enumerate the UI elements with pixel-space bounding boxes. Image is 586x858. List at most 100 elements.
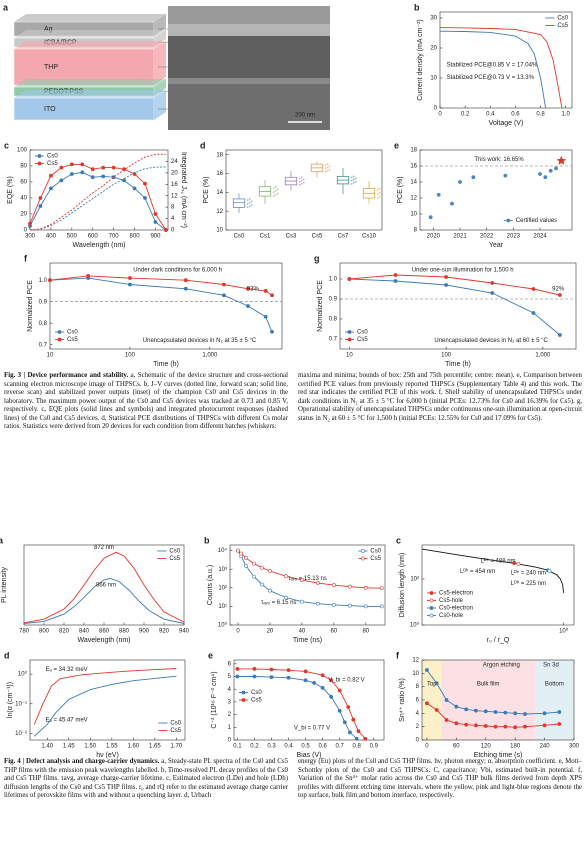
marker: [69, 162, 74, 167]
box-dot: [298, 183, 301, 186]
marker: [471, 175, 476, 180]
y-axis-label: PCE (%): [203, 176, 210, 203]
x-tick-label: 0.8: [353, 744, 362, 750]
series-line: [421, 548, 564, 593]
y-tick-label: 0: [416, 738, 420, 744]
annotation: 866 nm: [96, 583, 116, 589]
box-dot: [324, 164, 327, 167]
marker: [531, 287, 536, 291]
marker: [329, 678, 334, 683]
marker: [342, 720, 347, 725]
marker: [542, 711, 547, 716]
caption-left: Fig. 4 | Defect analysis and charge-carr…: [4, 758, 288, 801]
marker: [69, 172, 74, 176]
x-tick-label: 80: [362, 629, 369, 635]
marker: [450, 201, 454, 206]
marker: [464, 707, 469, 712]
y-tick-label: 10⁰: [218, 622, 228, 629]
panel-letter: e: [394, 140, 399, 150]
x-tick-label: 0.4: [284, 744, 293, 750]
x-tick-label: 300: [569, 744, 580, 750]
x-axis-label: hν (eV): [96, 752, 119, 759]
marker: [346, 705, 351, 709]
y-tick-label: 2: [416, 724, 420, 730]
y-tick-label: 10²: [410, 577, 419, 583]
marker: [320, 673, 325, 678]
marker: [454, 704, 459, 709]
x-tick-label: 0.6: [318, 744, 327, 750]
legend-marker: [37, 154, 42, 158]
y-tick-label: 10⁴: [218, 547, 228, 554]
x-tick-label: 0: [236, 629, 240, 635]
region-label: Top: [427, 682, 437, 688]
panel-letter: b: [414, 2, 420, 12]
sem-band: [168, 84, 330, 130]
marker: [493, 710, 498, 714]
marker: [554, 166, 558, 171]
box-dot: [326, 166, 329, 169]
box-dot: [376, 189, 379, 191]
marker: [337, 688, 342, 693]
y-tick-label: 0.8: [329, 317, 338, 323]
x-tick-label: 2023: [507, 234, 521, 240]
series-line: [349, 274, 560, 296]
y-tick-label: 3: [228, 699, 232, 705]
marker: [379, 604, 384, 609]
marker: [393, 279, 398, 283]
legend-label: Cs5: [47, 161, 58, 167]
marker: [48, 278, 52, 283]
marker: [153, 212, 158, 216]
panel-letter: d: [200, 140, 206, 150]
box-dot: [272, 187, 275, 189]
box-dot: [276, 192, 279, 195]
box-dot: [248, 198, 251, 200]
y-tick-label: 1: [228, 725, 232, 731]
y-tick-label: 12: [410, 196, 417, 202]
plot-frame: [439, 11, 573, 109]
legend-marker: [429, 598, 434, 603]
box-dot: [378, 195, 381, 198]
y2-tick-label: 8: [171, 205, 175, 211]
legend-marker: [37, 161, 42, 166]
annotation: Argon etching: [483, 662, 520, 668]
marker: [132, 186, 137, 191]
marker: [38, 204, 43, 208]
y-tick-label: 40: [20, 196, 27, 202]
x-tick-label: 880: [119, 629, 130, 635]
annotation: Sn 3d: [543, 662, 559, 668]
marker: [235, 666, 240, 671]
box-dot: [328, 168, 331, 171]
y2-tick-label: 0: [171, 228, 175, 234]
marker: [474, 723, 478, 728]
y-tick-label: 20: [430, 46, 437, 52]
marker: [260, 565, 264, 570]
marker: [252, 674, 257, 679]
panel-letter: e: [208, 650, 213, 660]
marker: [464, 722, 469, 727]
marker: [269, 675, 274, 680]
legend-label: Cs0: [169, 549, 180, 555]
star-marker: [556, 155, 567, 165]
marker: [516, 561, 521, 566]
annotation: 92%: [552, 286, 565, 292]
marker: [284, 574, 288, 579]
x-tick-label: 10: [346, 353, 353, 359]
sem-band: [168, 6, 330, 24]
x-tick-label: 240: [540, 744, 551, 750]
y2-tick-label: 24: [171, 159, 178, 165]
region: [534, 660, 574, 740]
y-tick-label: 10¹: [218, 604, 227, 610]
marker: [331, 583, 336, 587]
annotation: V_bi = 0.82 V: [328, 678, 364, 684]
x-tick-label: 0.9: [370, 744, 379, 750]
marker: [538, 172, 542, 176]
y-tick-label: 16: [410, 164, 417, 170]
marker: [252, 666, 257, 671]
series-line: [349, 278, 561, 336]
x-tick-label: 0.8: [536, 112, 545, 118]
caption-text: maxima and minima; bounds of box: 25th a…: [298, 372, 582, 422]
x-tick-label: 0.6: [511, 112, 520, 118]
annotation: Under dark conditions for 6,000 h: [133, 267, 222, 273]
x-axis-label: Bias (V): [297, 752, 322, 759]
panel-letter: a: [0, 535, 4, 545]
